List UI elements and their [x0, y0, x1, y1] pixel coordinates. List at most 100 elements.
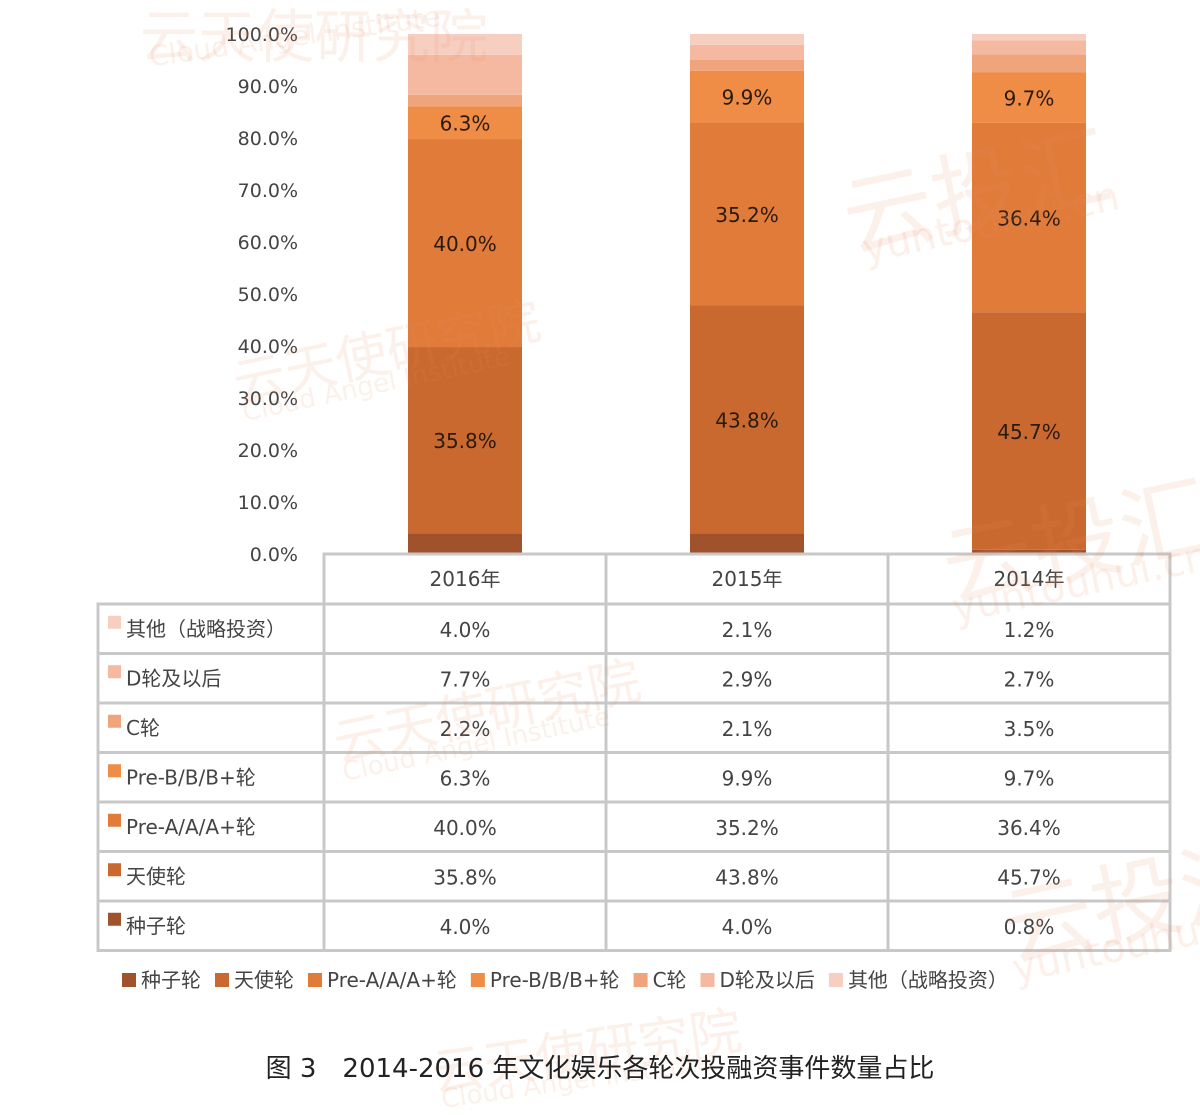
legend-swatch	[828, 973, 843, 987]
table-cell-value: 1.2%	[1004, 618, 1055, 642]
stacked-bar-chart: 0.0% 10.0% 20.0% 30.0% 40.0% 50.0% 60.0% 70.0% 8…	[96, 24, 1172, 992]
table-series-label: 种子轮	[126, 914, 186, 938]
y-tick-label: 90.0%	[238, 76, 298, 98]
x-category-label: 2015年	[712, 567, 783, 591]
y-tick-label: 20.0%	[238, 440, 298, 462]
legend-swatch	[700, 973, 715, 987]
table-series-label: C轮	[126, 716, 160, 740]
table-cell-value: 2.9%	[722, 667, 773, 691]
table-series-label: Pre-A/A/A+轮	[126, 815, 256, 839]
table-cell-value: 9.7%	[1004, 766, 1055, 790]
bar-segment	[690, 60, 804, 71]
table-series-label: 天使轮	[126, 864, 186, 888]
table-legend-swatch	[108, 714, 121, 728]
table-series-label: 其他（战略投资）	[126, 617, 286, 641]
bar-data-label: 45.7%	[997, 420, 1061, 444]
table-cell-value: 2.1%	[722, 717, 773, 741]
bar-data-label: 43.8%	[715, 408, 779, 432]
y-tick-label: 80.0%	[238, 128, 298, 150]
y-axis: 0.0% 10.0% 20.0% 30.0% 40.0% 50.0% 60.0% 70.0% 8…	[226, 24, 298, 566]
legend-swatch	[633, 973, 648, 987]
y-tick-label: 10.0%	[238, 492, 298, 514]
legend: 种子轮 天使轮 Pre-A/A/A+轮 Pre-B/B/B+轮 C轮 D轮及以后 其他（战略…	[122, 968, 1008, 992]
bar-data-label: 6.3%	[440, 112, 491, 136]
table-body-box	[96, 602, 1172, 952]
bar-segment	[408, 106, 522, 140]
bar-segment	[690, 34, 804, 45]
legend-swatch	[122, 973, 136, 987]
bar-segment	[690, 533, 804, 554]
table-legend-swatch	[108, 665, 121, 679]
legend-swatch	[215, 973, 229, 987]
y-tick-label: 70.0%	[238, 180, 298, 202]
table-legend-swatch	[108, 813, 121, 827]
y-tick-label: 60.0%	[238, 232, 298, 254]
bar-segment	[972, 34, 1086, 41]
table-cell-value: 36.4%	[997, 816, 1061, 840]
y-tick-label: 0.0%	[250, 544, 298, 566]
table-cell-value: 45.7%	[997, 865, 1061, 889]
bar-data-label: 35.2%	[715, 203, 779, 227]
table-cell-value: 4.0%	[440, 618, 491, 642]
bar-segment	[972, 72, 1086, 123]
bar-segment	[408, 94, 522, 107]
table-legend-swatch	[108, 912, 121, 926]
bar-data-label: 9.7%	[1004, 87, 1055, 111]
table-cell-value: 43.8%	[715, 865, 779, 889]
bar-segment	[972, 40, 1086, 55]
table-cell-value: 3.5%	[1004, 717, 1055, 741]
legend-label: 天使轮	[234, 968, 294, 992]
table-series-label: D轮及以后	[126, 666, 221, 690]
bar-segment	[972, 122, 1086, 313]
bar-segment	[972, 312, 1086, 550]
table-cell-value: 2.7%	[1004, 667, 1055, 691]
bar-segment	[690, 122, 804, 306]
table-cell-value: 6.3%	[440, 766, 491, 790]
legend-label: Pre-A/A/A+轮	[327, 968, 457, 992]
legend-label: C轮	[653, 968, 687, 992]
bar-data-label: 40.0%	[433, 232, 497, 256]
bar-data-label: 36.4%	[997, 207, 1061, 231]
table-cell-value: 35.2%	[715, 816, 779, 840]
bar-segment	[690, 44, 804, 60]
y-tick-label: 30.0%	[238, 388, 298, 410]
table-cell-value: 0.8%	[1004, 915, 1055, 939]
table-cell-value: 9.9%	[722, 766, 773, 790]
y-tick-label: 40.0%	[238, 336, 298, 358]
bar-segment	[972, 549, 1086, 554]
bar-segment	[408, 34, 522, 55]
bar-segment	[690, 70, 804, 123]
table-legend-swatch	[108, 863, 121, 877]
legend-swatch	[470, 973, 485, 987]
bar-segment	[408, 54, 522, 95]
legend-label: D轮及以后	[720, 968, 815, 992]
table-cell-value: 35.8%	[433, 865, 497, 889]
legend-swatch	[308, 973, 322, 987]
table-legend-swatch	[108, 615, 121, 629]
bar-data-label: 35.8%	[433, 429, 497, 453]
bar-segment	[972, 54, 1086, 73]
table-cell-value: 4.0%	[440, 915, 491, 939]
table-cell-value: 40.0%	[433, 816, 497, 840]
legend-label: 其他（战略投资）	[848, 968, 1008, 992]
y-tick-label: 100.0%	[226, 24, 298, 46]
legend-label: 种子轮	[141, 968, 201, 992]
y-tick-label: 50.0%	[238, 284, 298, 306]
x-category-label: 2014年	[994, 567, 1065, 591]
table-cell-value: 2.2%	[440, 717, 491, 741]
bar-data-label: 9.9%	[722, 86, 773, 110]
figure-caption: 图 3 2014-2016 年文化娱乐各轮次投融资事件数量占比	[265, 1054, 935, 1084]
bar-segment	[690, 305, 804, 534]
bar-labels-layer: 35.8% 40.0% 6.3% 43.8% 35.2% 9.9% 45.7% 36.4% 9.…	[433, 86, 1061, 453]
bar-segment	[408, 347, 522, 534]
table-series-label: Pre-B/B/B+轮	[126, 765, 256, 789]
bar-segment	[408, 139, 522, 348]
table-cell-value: 4.0%	[722, 915, 773, 939]
legend-label: Pre-B/B/B+轮	[490, 968, 620, 992]
bar-segment	[408, 533, 522, 554]
x-category-label: 2016年	[430, 567, 501, 591]
bars-layer	[408, 34, 1086, 554]
table-cell-value: 2.1%	[722, 618, 773, 642]
table-legend-swatch	[108, 764, 121, 778]
